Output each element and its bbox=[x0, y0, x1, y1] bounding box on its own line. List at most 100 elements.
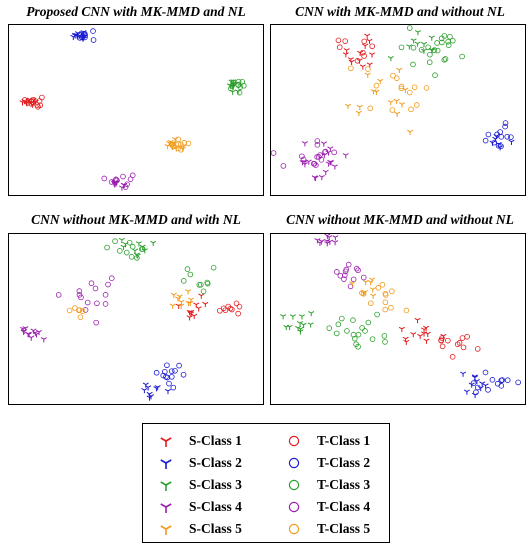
t-class-2-point bbox=[160, 372, 167, 379]
s-class-4-point bbox=[332, 240, 339, 246]
s-class-3-point bbox=[150, 240, 157, 247]
s-class-4-point bbox=[327, 146, 334, 152]
t-class-2-point bbox=[473, 389, 479, 396]
t-class-3-point bbox=[410, 61, 416, 68]
s-class-5-point bbox=[344, 103, 352, 109]
s-class-4-point bbox=[28, 335, 35, 341]
t-class-4-point bbox=[322, 149, 328, 155]
t-class-5-point bbox=[411, 84, 418, 91]
t-class-3-point bbox=[326, 325, 333, 331]
t-class-3-point bbox=[123, 249, 130, 256]
scatter-canvas bbox=[271, 25, 515, 182]
t-class-2-point bbox=[502, 120, 509, 126]
t-class-3-point bbox=[210, 264, 217, 271]
s-class-3-point bbox=[135, 241, 142, 247]
scatter-canvas bbox=[20, 237, 243, 401]
t-class-1-point bbox=[235, 310, 241, 317]
t-class-5-point bbox=[379, 281, 386, 288]
s-class-3-point bbox=[296, 321, 304, 327]
legend-item-t3: T-Class 3 bbox=[283, 475, 370, 495]
s-class-3-point bbox=[308, 310, 315, 317]
legend-item-t2: T-Class 2 bbox=[283, 453, 370, 473]
t-class-2-point bbox=[168, 368, 175, 374]
t-class-3-point bbox=[128, 254, 135, 260]
t-class-3-point bbox=[339, 315, 345, 322]
tri-y-marker-icon bbox=[160, 459, 172, 469]
t-class-4-point bbox=[314, 138, 321, 144]
t-class-4-point bbox=[350, 276, 357, 283]
s-class-5-point bbox=[393, 98, 400, 105]
legend-marker bbox=[160, 459, 172, 469]
s-class-1-point bbox=[410, 332, 417, 338]
t-class-5-point bbox=[373, 82, 380, 89]
t-class-3-point bbox=[240, 82, 247, 89]
tri-y-marker-icon bbox=[160, 437, 172, 447]
legend-item-s1: S-Class 1 bbox=[155, 431, 242, 451]
t-class-1-point bbox=[361, 53, 367, 59]
s-class-1-point bbox=[202, 301, 209, 308]
open-circle-marker-icon bbox=[288, 457, 300, 469]
t-class-4-point bbox=[313, 162, 319, 169]
t-class-5-point bbox=[360, 291, 367, 297]
legend-item-s2: S-Class 2 bbox=[155, 453, 242, 473]
s-class-4-point bbox=[40, 337, 47, 343]
t-class-3-point bbox=[382, 339, 388, 345]
t-class-2-point bbox=[498, 377, 505, 384]
t-class-2-point bbox=[168, 374, 175, 380]
s-class-1-point bbox=[423, 325, 430, 332]
t-class-3-point bbox=[425, 44, 431, 51]
s-class-1-point bbox=[366, 38, 373, 44]
t-class-3-point bbox=[439, 39, 445, 46]
t-class-1-point bbox=[39, 94, 45, 101]
t-class-2-point bbox=[166, 380, 172, 387]
t-class-4-point bbox=[300, 156, 307, 163]
s-class-5-point bbox=[170, 292, 177, 299]
legend-label-s2: S-Class 2 bbox=[189, 455, 242, 470]
panel-title-1: Proposed CNN with MK-MMD and NL bbox=[26, 4, 246, 19]
t-class-5-point bbox=[403, 307, 410, 314]
t-class-4-point bbox=[76, 288, 83, 294]
t-class-5-point bbox=[365, 66, 371, 72]
scatter-plot-1 bbox=[8, 24, 264, 196]
t-class-5-point bbox=[79, 308, 86, 314]
t-class-1-point bbox=[25, 100, 31, 106]
t-class-3-point bbox=[434, 47, 441, 54]
legend-item-t5: T-Class 5 bbox=[283, 519, 370, 539]
t-class-3-point bbox=[438, 35, 445, 42]
legend-marker bbox=[160, 481, 172, 491]
t-class-5-point bbox=[398, 85, 405, 92]
t-class-5-point bbox=[406, 89, 413, 96]
s-class-1-point bbox=[348, 59, 355, 66]
s-class-5-point bbox=[398, 102, 406, 108]
t-class-4-point bbox=[345, 261, 352, 268]
t-class-3-point bbox=[126, 239, 133, 246]
s-class-3-point bbox=[132, 248, 139, 254]
legend-label-t1: T-Class 1 bbox=[317, 433, 371, 448]
s-class-3-point bbox=[414, 41, 421, 47]
t-class-4-point bbox=[102, 292, 109, 298]
t-class-1-point bbox=[449, 354, 456, 360]
t-class-1-point bbox=[28, 101, 35, 107]
t-class-4-point bbox=[315, 154, 322, 160]
s-class-3-point bbox=[295, 325, 302, 332]
t-class-3-point bbox=[353, 341, 359, 348]
t-class-2-point bbox=[82, 34, 88, 41]
t-class-1-point bbox=[220, 305, 227, 312]
s-class-3-point bbox=[280, 314, 287, 320]
s-class-2-point bbox=[146, 391, 153, 398]
s-class-1-point bbox=[188, 310, 195, 316]
t-class-3-point bbox=[432, 72, 438, 78]
s-class-2-point bbox=[463, 389, 470, 395]
s-class-4-point bbox=[318, 174, 325, 181]
t-class-4-point bbox=[105, 281, 111, 288]
legend-label-t5: T-Class 5 bbox=[317, 521, 371, 536]
t-class-4-point bbox=[342, 268, 349, 275]
t-class-5-point bbox=[175, 145, 181, 152]
t-class-3-point bbox=[104, 244, 110, 251]
legend-marker bbox=[288, 501, 300, 513]
t-class-3-point bbox=[398, 44, 405, 51]
s-class-5-point bbox=[387, 100, 394, 106]
t-class-4-point bbox=[122, 184, 129, 190]
s-class-3-point bbox=[134, 253, 141, 259]
t-class-3-point bbox=[139, 246, 145, 252]
